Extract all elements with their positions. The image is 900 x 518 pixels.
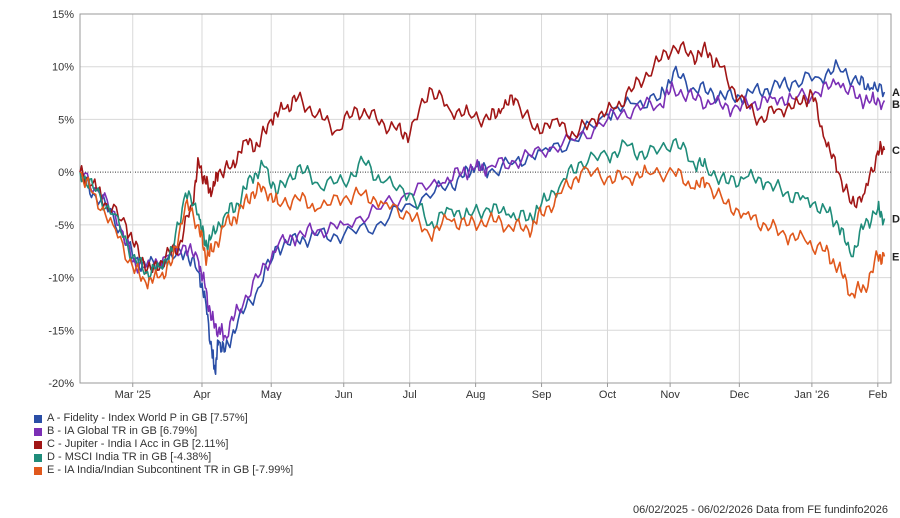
series-line-c — [79, 41, 886, 275]
end-label-e: E — [892, 251, 899, 263]
y-tick-label: 5% — [58, 114, 74, 126]
x-tick-label: Aug — [466, 389, 486, 400]
y-tick-label: 10% — [52, 62, 74, 74]
x-tick-label: Jan '26 — [794, 389, 829, 400]
y-tick-label: 0% — [58, 167, 74, 179]
x-tick-label: Mar '25 — [115, 389, 151, 400]
y-tick-label: -10% — [48, 273, 74, 285]
series-line-a — [79, 59, 886, 375]
legend-swatch — [34, 440, 42, 449]
series-line-b — [79, 78, 886, 341]
footer-note: 06/02/2025 - 06/02/2026 Data from FE fun… — [632, 504, 888, 516]
x-tick-label: Sep — [532, 389, 552, 400]
y-tick-label: -20% — [48, 378, 74, 390]
x-tick-label: Nov — [660, 389, 680, 400]
legend-label: B - IA Global TR in GB [6.79%] — [47, 425, 198, 437]
y-tick-label: -15% — [48, 325, 74, 337]
legend-label: A - Fidelity - Index World P in GB [7.57… — [47, 412, 248, 424]
x-tick-label: Jul — [403, 389, 417, 400]
legend-swatch — [34, 427, 42, 436]
legend-item-e: E - IA India/Indian Subcontinent TR in G… — [34, 464, 293, 477]
end-labels: AB C D E — [892, 87, 900, 263]
series-layer — [79, 41, 886, 375]
x-tick-label: May — [261, 389, 282, 400]
legend-swatch — [34, 453, 42, 462]
end-label-d: D — [892, 214, 900, 226]
x-tick-label: Jun — [335, 389, 353, 400]
x-tick-label: Apr — [193, 389, 210, 400]
legend-label: C - Jupiter - India I Acc in GB [2.11%] — [47, 438, 229, 450]
legend-swatch — [34, 414, 42, 423]
legend-swatch — [34, 466, 42, 475]
line-chart: 15% 10% 5% 0% -5% -10% -15% -20% Mar '25 Apr May Ju… — [48, 9, 900, 400]
legend-item-c: C - Jupiter - India I Acc in GB [2.11%] — [34, 438, 293, 451]
legend-item-d: D - MSCI India TR in GB [-4.38%] — [34, 451, 293, 464]
axes: 15% 10% 5% 0% -5% -10% -15% -20% Mar '25 Apr May Ju… — [48, 9, 892, 400]
grid-lines — [80, 13, 891, 384]
end-label-a: A — [892, 87, 900, 99]
series-line-e — [79, 164, 886, 299]
x-tick-label: Oct — [599, 389, 616, 400]
end-label-c: C — [892, 145, 900, 157]
y-tick-label: 15% — [52, 9, 74, 21]
legend-item-b: B - IA Global TR in GB [6.79%] — [34, 425, 293, 438]
legend-item-a: A - Fidelity - Index World P in GB [7.57… — [34, 412, 293, 425]
legend-label: E - IA India/Indian Subcontinent TR in G… — [47, 464, 294, 476]
plot-frame — [79, 13, 892, 384]
x-tick-label: Feb — [868, 389, 887, 400]
x-tick-label: Dec — [730, 389, 750, 400]
y-tick-label: -5% — [54, 220, 74, 232]
legend-label: D - MSCI India TR in GB [-4.38%] — [47, 451, 212, 463]
series-line-d — [79, 138, 886, 281]
end-label-b: B — [892, 99, 900, 111]
legend: A - Fidelity - Index World P in GB [7.57… — [34, 412, 293, 477]
